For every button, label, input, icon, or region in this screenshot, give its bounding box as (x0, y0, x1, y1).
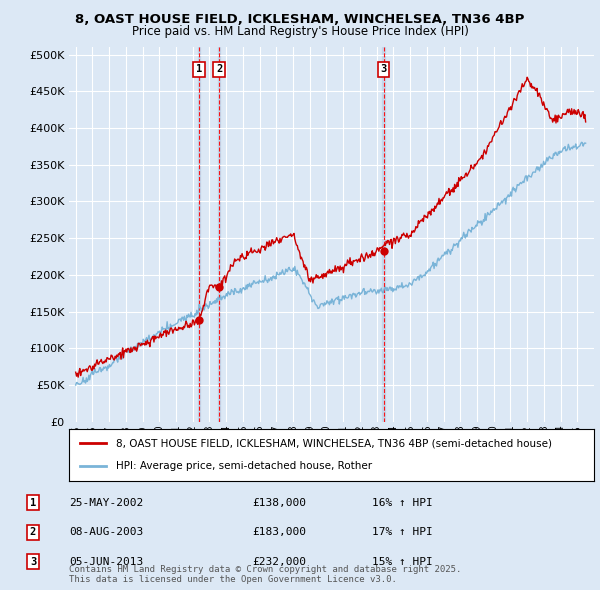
Text: 16% ↑ HPI: 16% ↑ HPI (372, 498, 433, 507)
Text: 17% ↑ HPI: 17% ↑ HPI (372, 527, 433, 537)
Text: 8, OAST HOUSE FIELD, ICKLESHAM, WINCHELSEA, TN36 4BP (semi-detached house): 8, OAST HOUSE FIELD, ICKLESHAM, WINCHELS… (116, 438, 552, 448)
Bar (218, 47, 220, 422)
Text: 05-JUN-2013: 05-JUN-2013 (69, 557, 143, 566)
Text: 3: 3 (30, 557, 36, 566)
Text: £183,000: £183,000 (252, 527, 306, 537)
Text: £138,000: £138,000 (252, 498, 306, 507)
Text: Price paid vs. HM Land Registry's House Price Index (HPI): Price paid vs. HM Land Registry's House … (131, 25, 469, 38)
Text: 2: 2 (216, 64, 222, 74)
Text: 2: 2 (30, 527, 36, 537)
Bar (198, 47, 200, 422)
Text: 3: 3 (380, 64, 387, 74)
Text: 8, OAST HOUSE FIELD, ICKLESHAM, WINCHELSEA, TN36 4BP: 8, OAST HOUSE FIELD, ICKLESHAM, WINCHELS… (76, 13, 524, 26)
Text: 15% ↑ HPI: 15% ↑ HPI (372, 557, 433, 566)
Text: 08-AUG-2003: 08-AUG-2003 (69, 527, 143, 537)
Text: 1: 1 (196, 64, 202, 74)
Text: HPI: Average price, semi-detached house, Rother: HPI: Average price, semi-detached house,… (116, 461, 373, 471)
Text: Contains HM Land Registry data © Crown copyright and database right 2025.
This d: Contains HM Land Registry data © Crown c… (69, 565, 461, 584)
Text: 25-MAY-2002: 25-MAY-2002 (69, 498, 143, 507)
Text: 1: 1 (30, 498, 36, 507)
Text: £232,000: £232,000 (252, 557, 306, 566)
Bar (382, 47, 385, 422)
